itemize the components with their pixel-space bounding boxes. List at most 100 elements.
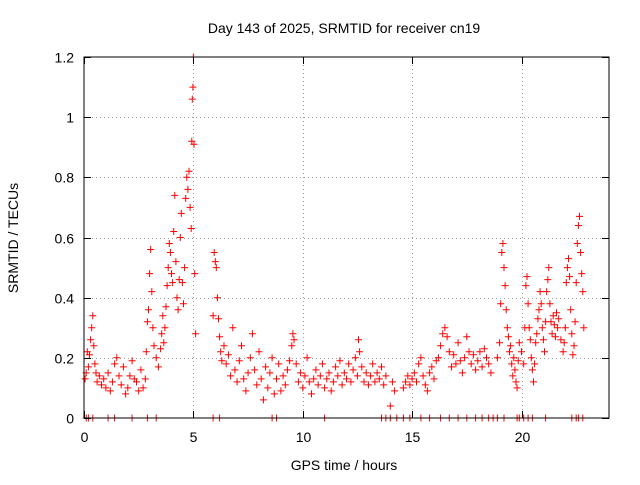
data-point — [231, 366, 239, 374]
data-point — [176, 234, 184, 241]
data-point — [512, 378, 520, 386]
data-point — [283, 366, 291, 374]
y-axis-title: SRMTID / TECUs — [5, 183, 21, 293]
data-point — [145, 306, 152, 314]
data-point — [325, 369, 333, 377]
data-point — [452, 360, 460, 368]
data-point — [388, 378, 396, 386]
data-point — [463, 333, 471, 341]
data-point — [371, 378, 379, 386]
data-point — [580, 324, 588, 332]
data-point — [428, 363, 436, 371]
data-point — [84, 363, 92, 371]
data-point — [426, 369, 434, 377]
data-point — [139, 384, 147, 392]
data-point — [158, 330, 166, 338]
data-point — [292, 360, 300, 368]
data-point — [244, 369, 252, 377]
data-point — [264, 384, 272, 392]
data-point — [235, 357, 243, 365]
y-tick-label: 1 — [66, 110, 74, 126]
data-point — [563, 264, 571, 272]
data-point — [461, 354, 469, 362]
data-point — [373, 369, 381, 377]
grid-lines — [84, 57, 609, 418]
data-point — [531, 360, 539, 368]
data-point — [216, 333, 224, 341]
data-point — [571, 318, 579, 326]
data-point — [135, 387, 143, 395]
data-point — [161, 324, 169, 332]
data-point — [336, 357, 344, 365]
data-point — [367, 372, 375, 380]
data-point — [115, 372, 123, 380]
data-point — [364, 381, 372, 389]
data-point — [255, 348, 263, 356]
data-point — [508, 360, 516, 368]
data-point — [86, 351, 93, 359]
data-point — [279, 372, 287, 380]
data-point — [191, 270, 199, 278]
data-point — [518, 348, 525, 356]
data-point — [485, 360, 493, 368]
data-point — [329, 378, 337, 386]
data-point — [213, 294, 221, 302]
y-tick-label: 0.8 — [55, 170, 75, 186]
data-point — [217, 348, 225, 356]
chart-title: Day 143 of 2025, SRMTID for receiver cn1… — [208, 20, 481, 36]
data-point — [503, 324, 511, 332]
data-point — [294, 378, 302, 386]
data-point — [487, 369, 495, 377]
data-point — [523, 273, 531, 281]
data-point — [504, 333, 512, 341]
y-tick-label: 0 — [66, 411, 74, 427]
data-point — [100, 375, 108, 383]
data-point — [535, 306, 543, 314]
data-point — [92, 369, 100, 377]
data-point — [111, 360, 119, 368]
data-point — [152, 354, 160, 362]
data-point — [555, 315, 563, 323]
data-point — [89, 312, 97, 320]
data-point — [257, 375, 265, 383]
data-point — [515, 339, 523, 347]
data-point — [528, 366, 536, 374]
data-point — [421, 381, 429, 389]
data-point — [513, 384, 521, 392]
data-point — [90, 342, 98, 350]
data-point — [297, 369, 305, 377]
data-point — [137, 366, 145, 374]
data-point — [573, 240, 581, 247]
data-point — [246, 354, 254, 362]
data-point — [543, 288, 551, 296]
data-point — [259, 396, 267, 404]
data-point — [349, 366, 357, 374]
data-point — [124, 384, 132, 392]
data-point — [181, 264, 189, 272]
data-point — [410, 369, 418, 377]
data-point — [520, 360, 528, 368]
data-point — [113, 354, 121, 362]
data-point — [499, 240, 507, 247]
data-point — [185, 167, 193, 175]
data-point — [81, 375, 89, 383]
data-point — [527, 354, 535, 362]
data-point — [174, 306, 182, 314]
data-point — [218, 357, 226, 365]
data-point — [434, 354, 442, 362]
data-point — [559, 348, 567, 356]
data-point — [467, 360, 475, 368]
data-point — [210, 249, 218, 256]
data-point — [227, 372, 235, 380]
data-point — [126, 372, 134, 380]
data-point — [270, 390, 278, 398]
data-point — [91, 360, 99, 368]
data-point — [430, 375, 438, 383]
data-point — [163, 282, 171, 290]
data-point — [441, 324, 449, 332]
data-point — [93, 378, 101, 386]
data-point — [188, 95, 196, 103]
data-point — [159, 312, 167, 320]
